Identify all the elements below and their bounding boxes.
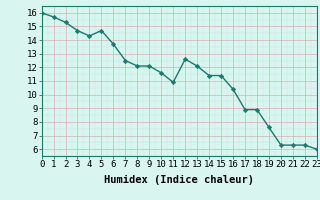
X-axis label: Humidex (Indice chaleur): Humidex (Indice chaleur)	[104, 175, 254, 185]
